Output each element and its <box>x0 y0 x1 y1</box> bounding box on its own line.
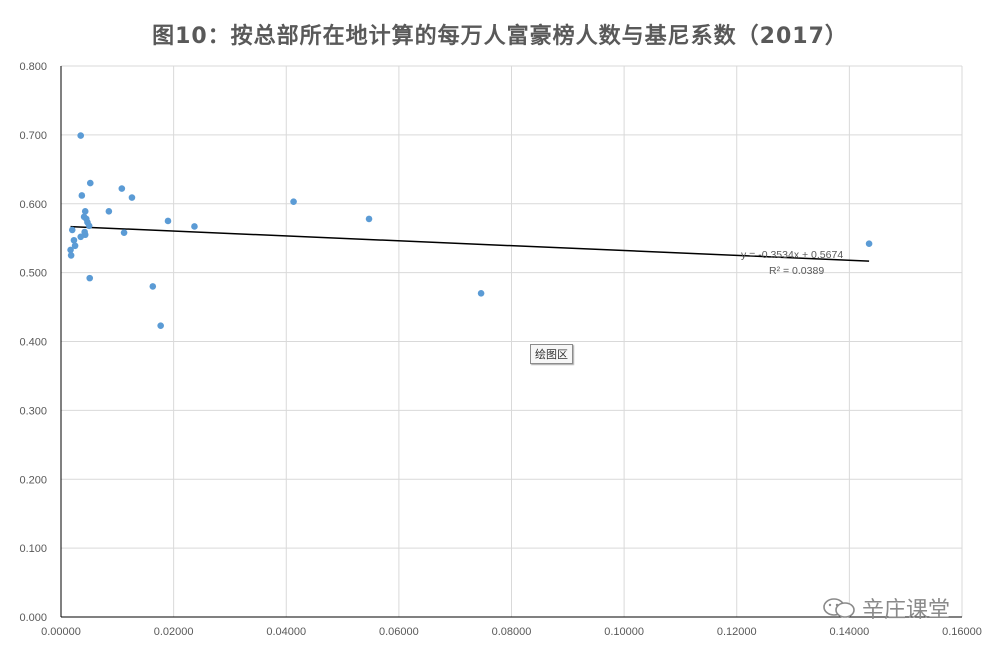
x-tick-label: 0.12000 <box>717 626 757 638</box>
data-points[interactable] <box>67 132 873 329</box>
data-point[interactable] <box>105 208 113 215</box>
chat-bubbles-icon <box>823 598 855 618</box>
x-tick-label: 0.16000 <box>942 626 982 638</box>
trendline[interactable] <box>70 225 870 262</box>
data-point[interactable] <box>86 179 94 187</box>
trendline-r2: R² = 0.0389 <box>769 265 824 277</box>
gridlines <box>61 65 963 617</box>
x-tick-label: 0.00000 <box>41 626 81 638</box>
data-point[interactable] <box>70 236 78 244</box>
y-tick-label: 0.700 <box>19 130 47 142</box>
data-point[interactable] <box>477 289 485 297</box>
data-point[interactable] <box>86 274 94 282</box>
data-point[interactable] <box>164 217 172 225</box>
x-tick-label: 0.04000 <box>266 626 306 638</box>
data-point[interactable] <box>81 208 89 215</box>
x-tick-label: 0.14000 <box>829 626 869 638</box>
y-tick-label: 0.200 <box>19 474 47 486</box>
data-point[interactable] <box>85 222 93 230</box>
plot-area-tooltip: 绘图区 <box>530 344 573 364</box>
chart-title: 图10：按总部所在地计算的每万人富豪榜人数与基尼系数（2017） <box>152 24 848 49</box>
y-tick-label: 0.800 <box>19 61 47 73</box>
data-point[interactable] <box>365 215 373 223</box>
data-point[interactable] <box>68 226 76 234</box>
data-point[interactable] <box>290 198 297 205</box>
x-tick-label: 0.06000 <box>379 626 419 638</box>
watermark: 辛庄课堂 <box>822 592 950 624</box>
y-tick-label: 0.400 <box>19 337 47 349</box>
watermark-text: 辛庄课堂 <box>862 598 951 623</box>
data-point[interactable] <box>71 242 79 250</box>
data-point[interactable] <box>157 322 164 329</box>
data-point[interactable] <box>191 223 198 230</box>
y-tick-label: 0.000 <box>19 612 47 624</box>
data-point[interactable] <box>149 283 157 290</box>
data-point[interactable] <box>67 246 74 254</box>
x-tick-label: 0.08000 <box>492 626 532 638</box>
y-tick-label: 0.300 <box>19 405 47 417</box>
x-tick-label: 0.02000 <box>154 626 194 638</box>
y-tick-label: 0.600 <box>19 199 47 211</box>
axes <box>60 66 962 618</box>
x-tick-label: 0.10000 <box>604 626 644 638</box>
data-point[interactable] <box>78 192 86 199</box>
data-point[interactable] <box>128 194 136 201</box>
data-point[interactable] <box>865 240 873 247</box>
data-point[interactable] <box>77 233 85 241</box>
data-point[interactable] <box>67 252 75 259</box>
data-point[interactable] <box>77 132 85 139</box>
tick-labels: 0.000 0.100 0.200 0.300 0.400 0.500 0.600 0.700… <box>19 61 981 638</box>
trendline-equation: y = -0.3534x + 0.5674 <box>741 249 843 261</box>
y-tick-label: 0.100 <box>19 543 47 555</box>
trendline-line[interactable] <box>70 225 870 262</box>
data-point[interactable] <box>118 185 126 192</box>
data-point[interactable] <box>120 229 128 236</box>
y-tick-label: 0.500 <box>19 268 47 280</box>
